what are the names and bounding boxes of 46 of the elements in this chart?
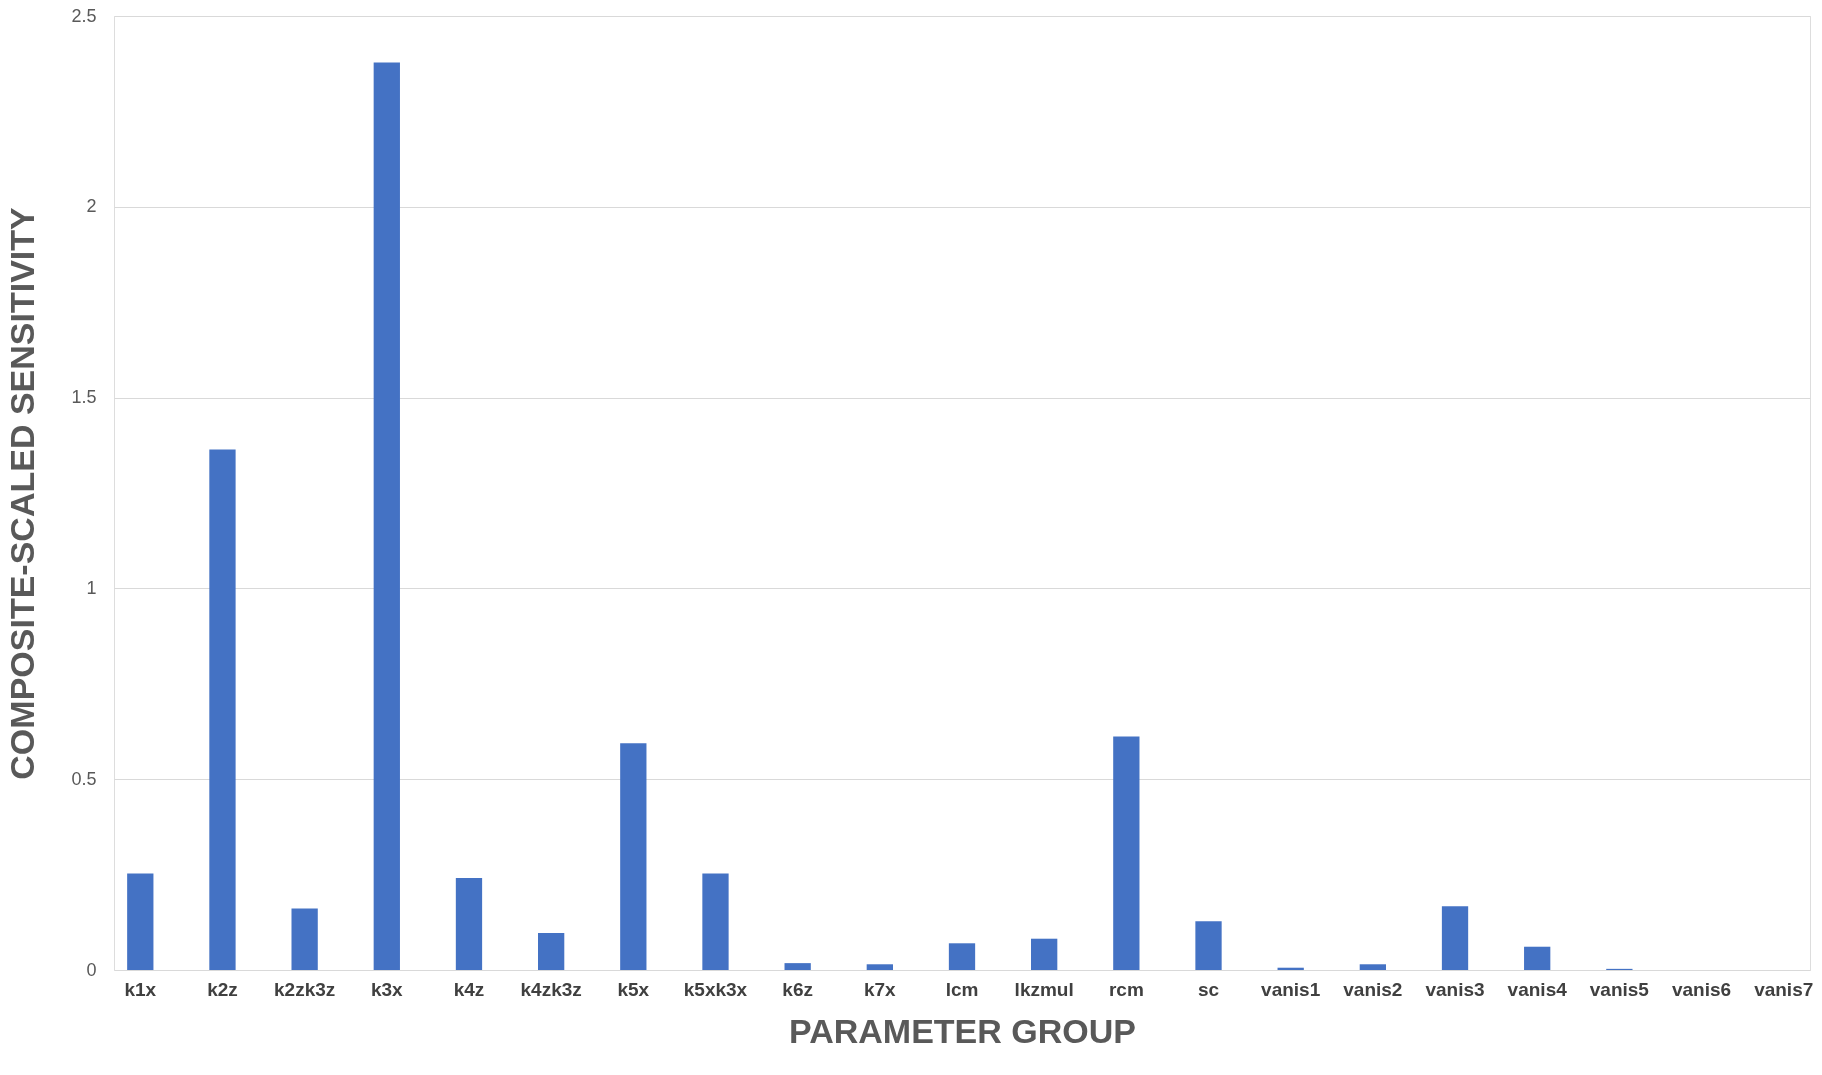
bar bbox=[1441, 906, 1469, 970]
y-tick-label: 2.5 bbox=[71, 5, 97, 26]
bar bbox=[538, 932, 565, 970]
x-tick-label: vanis3 bbox=[1425, 978, 1485, 1000]
x-tick-label: vanis4 bbox=[1507, 978, 1568, 1000]
x-tick-label: k6z bbox=[782, 978, 813, 1000]
bar bbox=[784, 963, 811, 970]
x-tick-label: k2z bbox=[207, 978, 238, 1000]
bar bbox=[373, 62, 400, 970]
x-axis-title: PARAMETER GROUP bbox=[789, 1011, 1136, 1050]
y-axis-title: COMPOSITE-SCALED SENSITIVITY bbox=[3, 206, 42, 780]
bar bbox=[291, 908, 318, 970]
y-tick-label: 1 bbox=[86, 577, 97, 598]
bar bbox=[866, 964, 893, 970]
x-tick-label: vanis1 bbox=[1261, 978, 1321, 1000]
y-tick-label: 0.5 bbox=[71, 768, 97, 789]
bar bbox=[1031, 938, 1058, 970]
x-tick-label: vanis2 bbox=[1343, 978, 1403, 1000]
x-tick-label: sc bbox=[1197, 978, 1220, 1000]
x-tick-label: vanis6 bbox=[1671, 978, 1732, 1000]
y-tick-label: 1.5 bbox=[71, 387, 97, 408]
bar bbox=[1113, 736, 1140, 970]
x-tick-label: k4zk3z bbox=[520, 978, 582, 1000]
bar bbox=[702, 873, 729, 970]
x-tick-label: lcm bbox=[945, 978, 979, 1000]
bar bbox=[1195, 921, 1222, 970]
x-tick-label: vanis7 bbox=[1754, 978, 1814, 1000]
x-tick-label: k3x bbox=[370, 978, 404, 1000]
x-tick-label: vanis5 bbox=[1589, 978, 1650, 1000]
x-tick-label: rcm bbox=[1108, 978, 1144, 1000]
y-tick-label: 2 bbox=[86, 196, 97, 217]
x-tick-label: k1x bbox=[124, 978, 157, 1000]
x-tick-label: k7x bbox=[863, 978, 897, 1000]
x-tick-label: k5xk3x bbox=[683, 978, 748, 1000]
bar bbox=[455, 878, 483, 970]
x-tick-label: k5x bbox=[617, 978, 650, 1000]
bar bbox=[948, 943, 976, 970]
x-tick-label: lkzmul bbox=[1014, 978, 1074, 1000]
bar bbox=[127, 873, 154, 970]
bar bbox=[209, 449, 236, 970]
x-tick-label: k2zk3z bbox=[274, 978, 336, 1000]
x-tick-label: k4z bbox=[453, 978, 485, 1000]
bar bbox=[1524, 946, 1551, 970]
y-tick-label: 0 bbox=[86, 959, 97, 980]
bar bbox=[1359, 964, 1386, 970]
bar bbox=[620, 743, 647, 970]
